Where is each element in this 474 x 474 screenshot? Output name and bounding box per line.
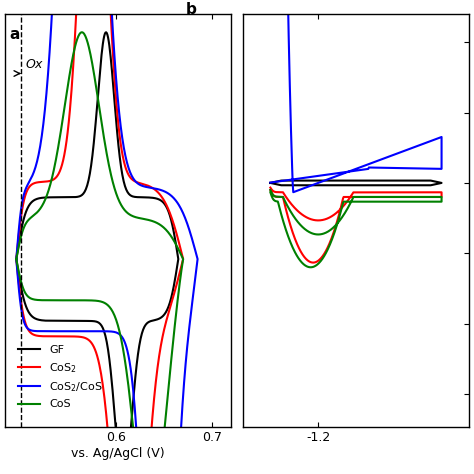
CoS <box>95 298 100 304</box>
GF <box>103 29 109 35</box>
Text: b: b <box>186 2 197 17</box>
GF <box>13 256 19 262</box>
CoS$_2$ <box>13 256 19 262</box>
CoS <box>13 256 19 262</box>
GF <box>144 320 150 326</box>
Legend: GF, CoS$_2$, CoS$_2$/CoS, CoS: GF, CoS$_2$, CoS$_2$/CoS, CoS <box>15 342 107 413</box>
CoS$_2$ <box>13 256 19 262</box>
CoS$_2$ <box>150 408 156 413</box>
CoS <box>73 42 78 48</box>
Text: a: a <box>9 27 19 42</box>
GF <box>13 256 19 262</box>
CoS <box>100 128 106 133</box>
Line: CoS$_2$: CoS$_2$ <box>16 0 183 474</box>
CoS$_2$/CoS <box>129 173 135 178</box>
Line: CoS: CoS <box>16 32 183 474</box>
CoS <box>165 229 171 235</box>
X-axis label: vs. Ag/AgCl (V): vs. Ag/AgCl (V) <box>71 447 165 460</box>
CoS$_2$/CoS <box>48 328 54 334</box>
GF <box>71 318 76 324</box>
CoS$_2$ <box>165 206 171 211</box>
CoS$_2$/CoS <box>13 256 19 262</box>
CoS$_2$ <box>95 355 100 361</box>
CoS <box>123 366 129 372</box>
CoS <box>13 256 19 262</box>
GF <box>170 226 176 231</box>
CoS$_2$/CoS <box>13 256 19 262</box>
CoS$_2$ <box>73 25 78 31</box>
CoS <box>79 29 85 35</box>
Text: $Ox$: $Ox$ <box>25 58 45 71</box>
CoS$_2$/CoS <box>93 328 99 334</box>
Line: GF: GF <box>16 32 178 474</box>
Line: CoS$_2$/CoS: CoS$_2$/CoS <box>16 0 198 474</box>
GF <box>168 217 174 223</box>
GF <box>162 311 167 317</box>
GF <box>20 292 26 298</box>
CoS$_2$/CoS <box>116 110 122 116</box>
